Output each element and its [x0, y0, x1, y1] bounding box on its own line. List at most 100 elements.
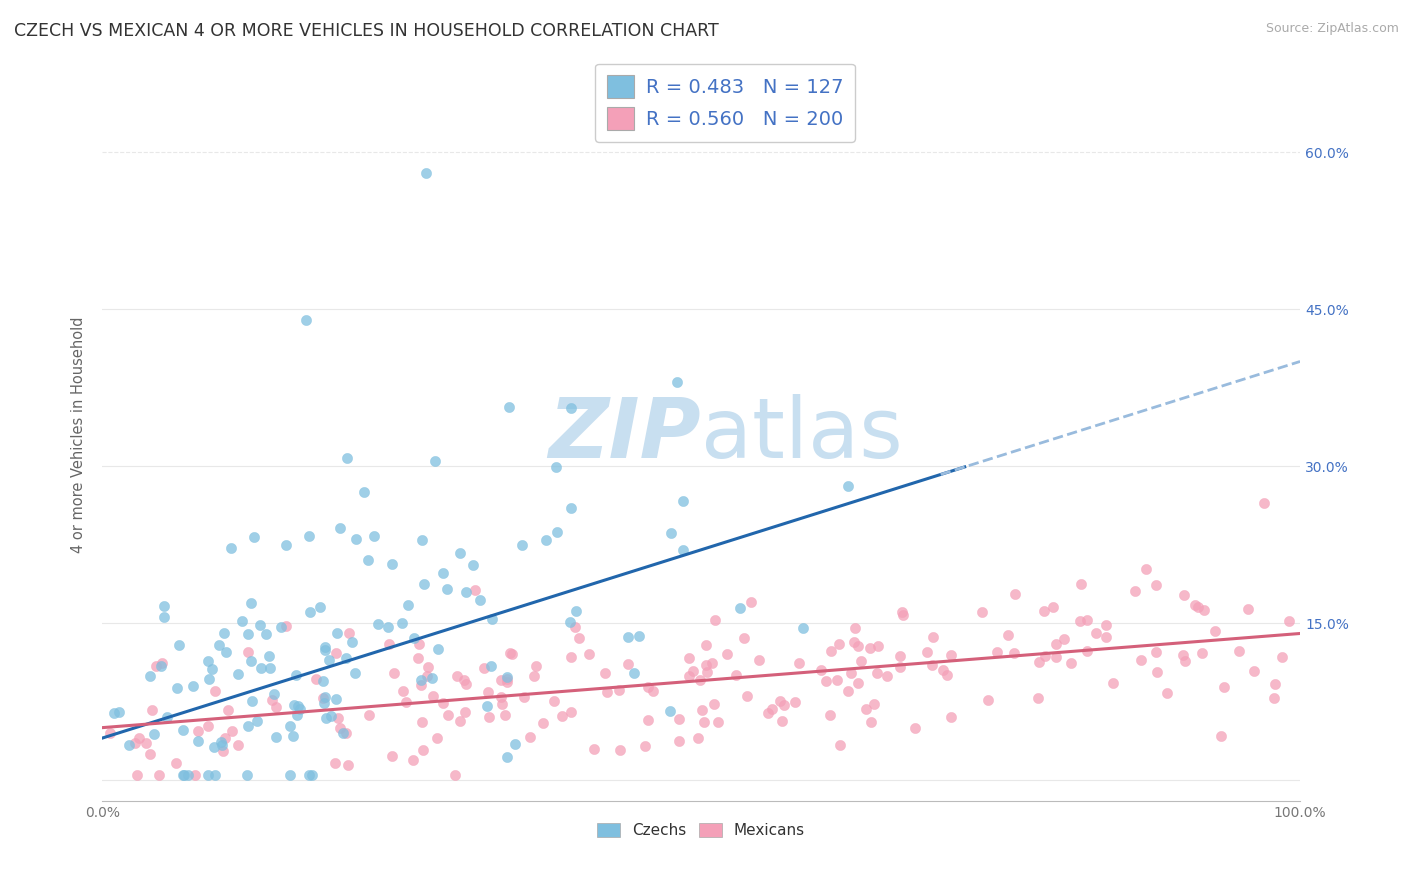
Point: [363, 529, 385, 543]
Point: [748, 653, 770, 667]
Point: [416, 669, 439, 683]
Point: [761, 702, 783, 716]
Point: [1156, 686, 1178, 700]
Point: [135, 736, 157, 750]
Point: [141, 703, 163, 717]
Point: [1045, 637, 1067, 651]
Point: [560, 500, 582, 515]
Point: [456, 585, 478, 599]
Point: [1271, 650, 1294, 665]
Point: [773, 698, 796, 712]
Point: [921, 657, 943, 672]
Point: [314, 640, 336, 654]
Point: [560, 649, 582, 664]
Point: [1144, 645, 1167, 659]
Point: [325, 692, 347, 706]
Point: [478, 710, 501, 724]
Point: [627, 629, 650, 643]
Point: [770, 714, 793, 729]
Point: [270, 620, 292, 634]
Point: [295, 312, 318, 326]
Point: [446, 669, 468, 683]
Point: [707, 714, 730, 729]
Point: [173, 768, 195, 782]
Point: [274, 538, 297, 552]
Point: [332, 725, 354, 739]
Point: [212, 744, 235, 758]
Point: [560, 706, 582, 720]
Point: [846, 676, 869, 690]
Point: [359, 707, 381, 722]
Point: [637, 714, 659, 728]
Point: [404, 631, 426, 645]
Point: [839, 666, 862, 681]
Point: [314, 643, 336, 657]
Point: [412, 743, 434, 757]
Point: [231, 614, 253, 628]
Point: [756, 706, 779, 720]
Point: [254, 627, 277, 641]
Point: [108, 705, 131, 719]
Point: [378, 637, 401, 651]
Point: [1237, 602, 1260, 616]
Point: [344, 532, 367, 546]
Point: [596, 685, 619, 699]
Point: [1173, 648, 1195, 663]
Point: [668, 733, 690, 747]
Point: [314, 690, 336, 705]
Y-axis label: 4 or more Vehicles in Household: 4 or more Vehicles in Household: [72, 317, 86, 553]
Point: [128, 731, 150, 745]
Point: [837, 479, 859, 493]
Point: [792, 621, 814, 635]
Point: [353, 485, 375, 500]
Point: [672, 494, 695, 508]
Point: [336, 757, 359, 772]
Point: [700, 657, 723, 671]
Point: [495, 674, 517, 689]
Point: [187, 734, 209, 748]
Point: [524, 658, 547, 673]
Point: [391, 615, 413, 630]
Point: [889, 659, 911, 673]
Point: [1004, 587, 1026, 601]
Point: [315, 711, 337, 725]
Point: [1144, 578, 1167, 592]
Point: [523, 669, 546, 683]
Point: [156, 709, 179, 723]
Point: [939, 709, 962, 723]
Point: [531, 716, 554, 731]
Point: [335, 725, 357, 739]
Point: [1002, 646, 1025, 660]
Point: [235, 768, 257, 782]
Point: [1243, 664, 1265, 678]
Point: [221, 724, 243, 739]
Point: [583, 742, 606, 756]
Point: [172, 723, 194, 737]
Point: [513, 690, 536, 704]
Point: [617, 657, 640, 672]
Point: [423, 453, 446, 467]
Point: [470, 592, 492, 607]
Point: [932, 664, 955, 678]
Point: [340, 635, 363, 649]
Point: [859, 640, 882, 655]
Point: [305, 672, 328, 686]
Point: [820, 708, 842, 723]
Point: [197, 672, 219, 686]
Point: [382, 665, 405, 680]
Point: [860, 714, 883, 729]
Point: [491, 673, 513, 687]
Point: [236, 719, 259, 733]
Point: [503, 737, 526, 751]
Point: [855, 702, 877, 716]
Point: [1184, 599, 1206, 613]
Point: [217, 703, 239, 717]
Point: [866, 666, 889, 681]
Point: [311, 691, 333, 706]
Point: [970, 605, 993, 619]
Point: [889, 648, 911, 663]
Point: [197, 654, 219, 668]
Point: [149, 659, 172, 673]
Point: [381, 748, 404, 763]
Point: [1264, 677, 1286, 691]
